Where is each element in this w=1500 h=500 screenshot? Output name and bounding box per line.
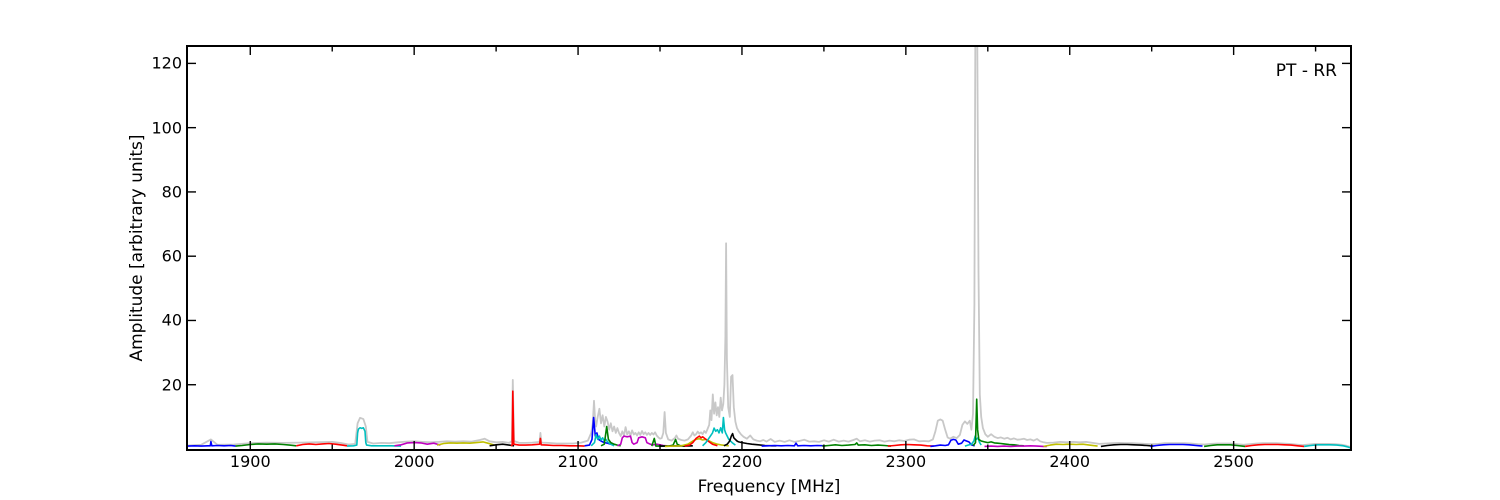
y-tick-label: 80: [161, 182, 182, 202]
series-band27-black: [1100, 443, 1154, 448]
x-tick-label: 2400: [1049, 452, 1091, 471]
x-tick-label: 2500: [1213, 452, 1254, 471]
plot-area: [188, 47, 1350, 449]
x-tick-label: 1900: [229, 452, 271, 471]
x-tick-label: 2200: [721, 452, 763, 471]
series-band26-yellow: [1043, 443, 1098, 448]
y-tick-label: 40: [161, 310, 182, 330]
series-band4-cyan: [346, 426, 402, 447]
polarization-annotation: PT - RR: [1275, 61, 1337, 81]
y-tick-label: 100: [151, 118, 182, 138]
series-band20-green: [822, 442, 892, 447]
series-band18-black: [723, 432, 777, 447]
series-band2-green: [235, 443, 297, 447]
series-band24-green: [972, 398, 1024, 447]
series-envelope-max: [188, 47, 1350, 448]
series-band6-yellow: [436, 441, 495, 446]
series-band19-blue: [761, 442, 826, 447]
series-band5-magenta: [394, 441, 441, 447]
series-band11-green: [600, 425, 621, 447]
series-band13-green-spikes: [651, 437, 685, 447]
series-band30-red: [1244, 443, 1305, 448]
series-band12-magenta: [617, 435, 667, 447]
series-band3-red: [296, 442, 348, 447]
series-band10-cyan: [590, 433, 615, 447]
series-band15-yellow: [664, 437, 729, 448]
series-band17-cyan: [702, 416, 736, 447]
y-tick-label: 20: [161, 375, 182, 395]
series-band28-blue: [1149, 443, 1203, 448]
x-tick-label: 2300: [885, 452, 927, 471]
series-band31-cyan: [1303, 443, 1350, 449]
series-band16-red: [684, 435, 718, 447]
series-band8-red: [510, 390, 585, 447]
series-band22-blue: [930, 438, 975, 448]
x-axis-label: Frequency [MHz]: [697, 477, 841, 497]
series-band1-blue: [188, 440, 236, 447]
y-tick-label: 120: [151, 53, 182, 73]
series-band25-magenta: [984, 444, 1047, 448]
series-band21-red: [887, 443, 934, 447]
axes-frame: [186, 45, 1352, 451]
series-band9-blue: [584, 416, 615, 447]
x-tick-label: 2000: [393, 452, 435, 471]
y-tick-label: 60: [161, 246, 182, 266]
series-band29-green: [1203, 443, 1246, 448]
series-band7-black: [489, 443, 515, 447]
x-tick-label: 2100: [557, 452, 599, 471]
